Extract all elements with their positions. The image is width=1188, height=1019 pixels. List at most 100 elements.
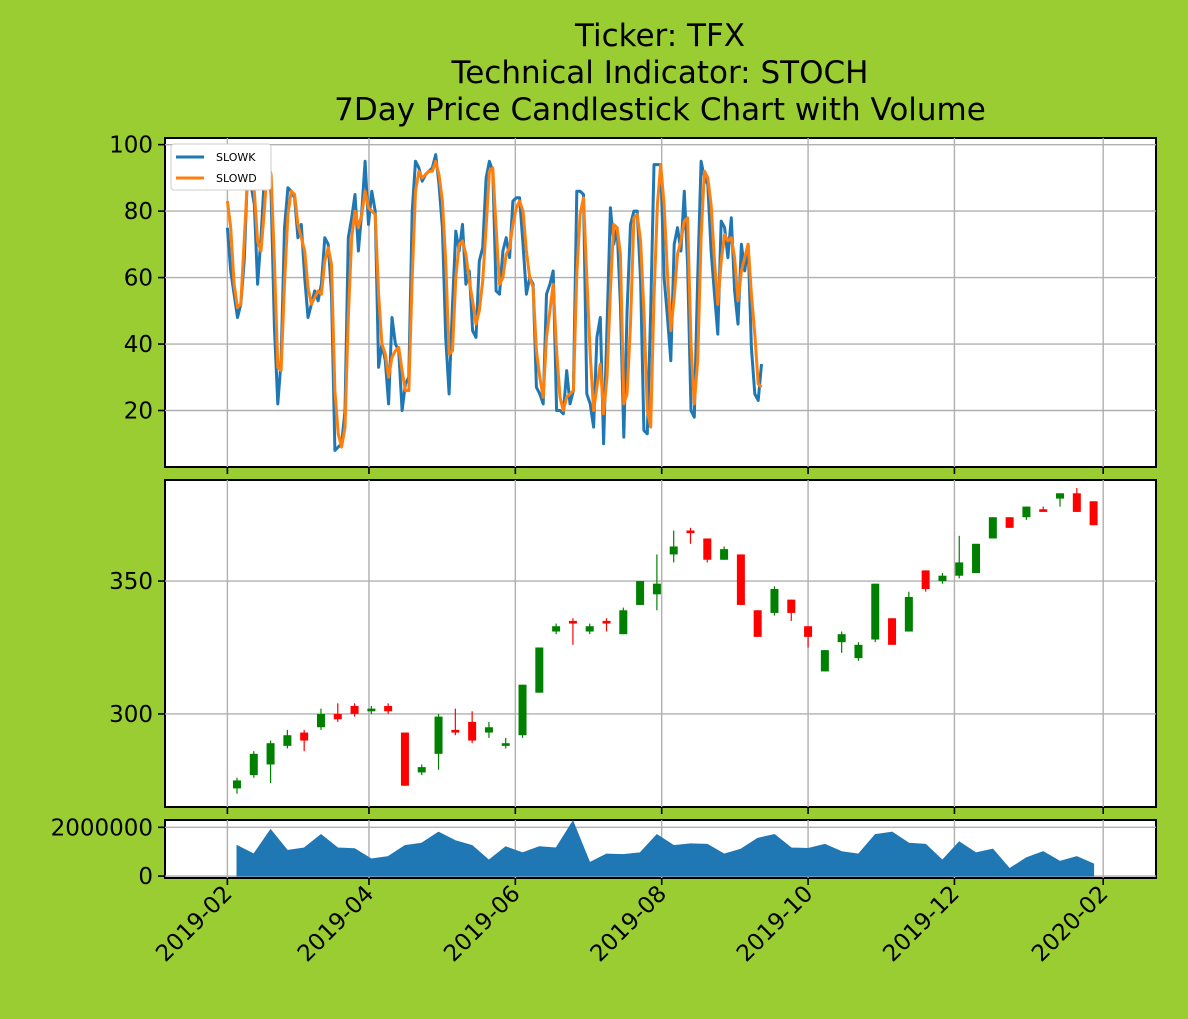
candle-2019-05-14 bbox=[468, 711, 477, 744]
candle-body bbox=[568, 620, 577, 624]
candle-body bbox=[686, 530, 695, 534]
indicator-ytick-label-2: 60 bbox=[124, 266, 153, 292]
candle-body bbox=[703, 538, 712, 560]
series-line-slowd bbox=[225, 159, 763, 449]
candle-2019-11-12 bbox=[904, 591, 913, 632]
candle-body bbox=[669, 546, 678, 555]
candle-body bbox=[988, 517, 997, 539]
candle-2019-05-07 bbox=[451, 708, 460, 736]
candle-body bbox=[417, 767, 426, 773]
candle-body bbox=[888, 618, 897, 645]
indicator-ytick-label-1: 40 bbox=[124, 332, 153, 358]
candle-2020-01-28 bbox=[1089, 501, 1098, 526]
price-ytick-label-1: 350 bbox=[109, 569, 153, 595]
candle-body bbox=[770, 589, 779, 613]
candle-2019-06-18 bbox=[552, 623, 561, 635]
candle-body bbox=[451, 729, 460, 733]
candle-body bbox=[316, 713, 325, 728]
indicator-legend: SLOWK SLOWD bbox=[170, 143, 272, 191]
candle-2019-12-10 bbox=[972, 543, 981, 574]
stoch-indicator-panel: 20 40 60 80 100 SLOWK SLOWD bbox=[109, 133, 1157, 474]
candle-2019-06-11 bbox=[535, 647, 544, 693]
volume-ytick-label-1: 2000000 bbox=[51, 815, 153, 841]
candle-body bbox=[602, 620, 611, 624]
candle-body bbox=[1089, 501, 1098, 526]
candle-body bbox=[804, 626, 813, 637]
candle-2019-12-17 bbox=[988, 517, 997, 539]
candle-body bbox=[1039, 509, 1048, 512]
candle-2019-09-24 bbox=[787, 599, 796, 621]
candle-body bbox=[300, 732, 309, 741]
candle-2019-12-03 bbox=[955, 535, 964, 579]
candle-body bbox=[1005, 517, 1014, 528]
indicator-series bbox=[225, 153, 763, 452]
candle-2019-09-03 bbox=[736, 554, 745, 605]
candle-body bbox=[904, 596, 913, 632]
candle-2019-11-26 bbox=[938, 573, 947, 584]
candle-body bbox=[367, 708, 376, 712]
candle-body bbox=[753, 610, 762, 637]
candle-body bbox=[619, 610, 628, 635]
candle-body bbox=[938, 575, 947, 582]
candle-2019-10-01 bbox=[804, 626, 813, 648]
price-ytick-label-0: 300 bbox=[109, 702, 153, 728]
candle-2019-06-25 bbox=[568, 618, 577, 645]
indicator-ytick-label-3: 80 bbox=[124, 199, 153, 225]
candle-2019-08-06 bbox=[669, 530, 678, 563]
candle-body bbox=[955, 562, 964, 576]
candles bbox=[232, 487, 1098, 794]
candle-2019-10-08 bbox=[820, 650, 829, 672]
candle-body bbox=[1056, 493, 1065, 499]
indicator-ytick-label-4: 100 bbox=[109, 133, 153, 159]
x-tick-label-2019-08: 2019-08 bbox=[586, 881, 672, 967]
chart-title: Ticker: TFX Technical Indicator: STOCH 7… bbox=[334, 18, 986, 128]
legend-label-slowk: SLOWK bbox=[216, 151, 256, 164]
candle-body bbox=[468, 721, 477, 741]
candle-body bbox=[787, 599, 796, 613]
candle-2019-07-30 bbox=[652, 554, 661, 611]
candle-2019-08-20 bbox=[703, 538, 712, 563]
candle-body bbox=[400, 732, 409, 786]
candle-2019-11-19 bbox=[921, 570, 930, 592]
candle-2019-06-04 bbox=[518, 684, 527, 738]
candle-body bbox=[232, 780, 241, 789]
title-line-ticker: Ticker: TFX bbox=[574, 18, 745, 54]
title-line-indicator: Technical Indicator: STOCH bbox=[451, 55, 869, 91]
candle-body bbox=[333, 713, 342, 720]
candle-2019-05-21 bbox=[484, 721, 493, 738]
x-tick-label-2019-02: 2019-02 bbox=[151, 881, 237, 967]
candle-2019-12-31 bbox=[1022, 506, 1031, 520]
candle-body bbox=[854, 644, 863, 659]
candle-body bbox=[266, 743, 275, 765]
candle-2019-04-16 bbox=[400, 732, 409, 786]
candle-body bbox=[972, 543, 981, 574]
candle-2019-07-16 bbox=[619, 607, 628, 635]
candle-body bbox=[736, 554, 745, 605]
candle-2019-10-15 bbox=[837, 631, 846, 653]
candle-body bbox=[652, 583, 661, 595]
candle-body bbox=[384, 705, 393, 712]
candle-body bbox=[552, 626, 561, 632]
volume-panel: 0 2000000 bbox=[51, 815, 1157, 890]
candle-2019-08-27 bbox=[720, 546, 729, 560]
candle-body bbox=[484, 727, 493, 733]
volume-ytick-label-0: 0 bbox=[138, 864, 153, 890]
candle-body bbox=[283, 735, 292, 746]
candle-2019-02-19 bbox=[266, 740, 275, 784]
candle-2020-01-21 bbox=[1072, 487, 1081, 512]
candle-2019-10-22 bbox=[854, 642, 863, 661]
candle-body bbox=[720, 549, 729, 560]
price-y-axis: 300 350 bbox=[109, 569, 165, 728]
candle-body bbox=[434, 716, 443, 754]
title-line-description: 7Day Price Candlestick Chart with Volume bbox=[334, 92, 986, 128]
candle-2019-03-12 bbox=[316, 708, 325, 730]
candle-body bbox=[518, 684, 527, 736]
candle-body bbox=[535, 647, 544, 693]
candle-body bbox=[636, 581, 645, 605]
x-tick-label-2019-12: 2019-12 bbox=[878, 881, 964, 967]
candle-2019-02-12 bbox=[249, 751, 258, 778]
candle-2019-07-09 bbox=[602, 618, 611, 632]
candle-2019-04-09 bbox=[384, 703, 393, 714]
candle-body bbox=[501, 743, 510, 746]
